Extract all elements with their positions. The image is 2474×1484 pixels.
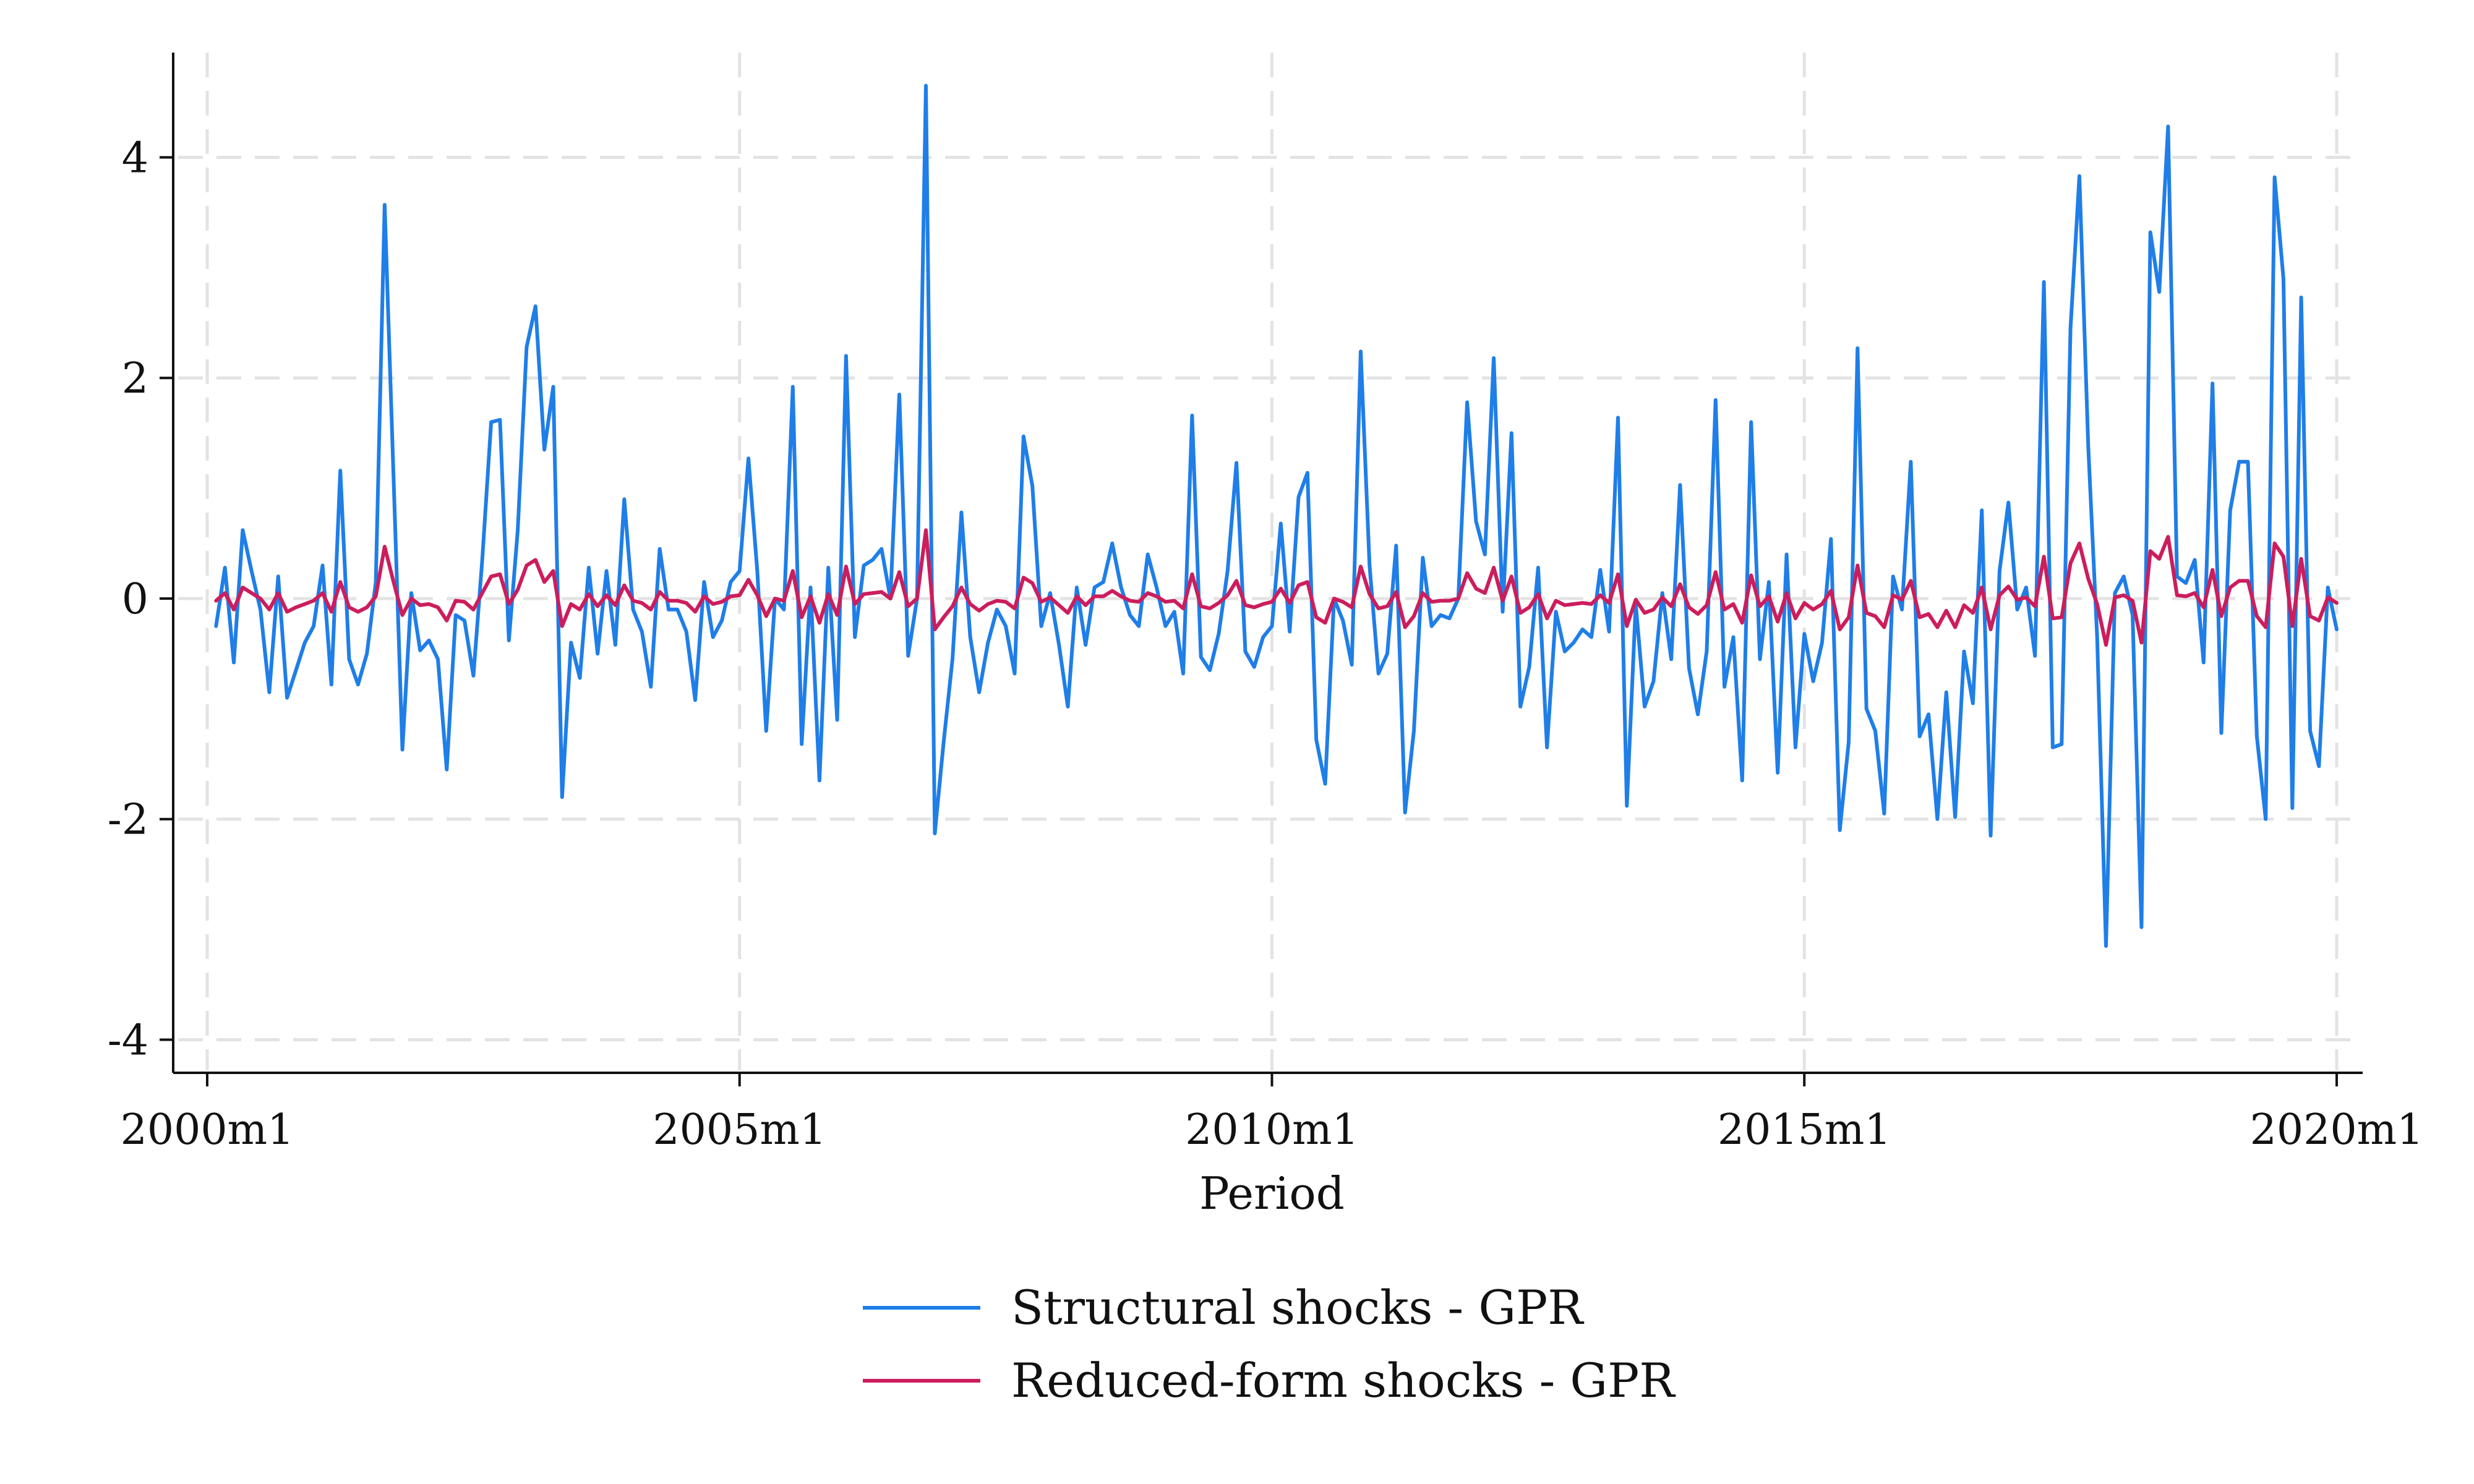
- series-line-2: [214, 528, 2339, 647]
- y-tick-label: 0: [122, 575, 148, 624]
- y-tick-label: -2: [108, 796, 148, 845]
- series-line-1: [214, 83, 2339, 948]
- y-tick-label: -4: [108, 1016, 148, 1065]
- grid-lines: [178, 53, 2363, 1070]
- x-tick-label: 2015m1: [1718, 1106, 1891, 1154]
- x-tick-label: 2010m1: [1185, 1106, 1359, 1154]
- x-tick-label: 2005m1: [653, 1106, 826, 1154]
- x-axis-title: Period: [1199, 1167, 1345, 1219]
- x-tick-label: 2020m1: [2250, 1106, 2424, 1154]
- axes: [172, 53, 2363, 1074]
- legend-label-2: Reduced-form shocks - GPR: [1011, 1353, 1676, 1408]
- y-tick-label: 4: [122, 134, 148, 182]
- legend: Structural shocks - GPR Reduced-form shoc…: [863, 1280, 1676, 1408]
- y-tick-label: 2: [122, 354, 148, 403]
- legend-label-1: Structural shocks - GPR: [1011, 1280, 1585, 1335]
- x-tick-label: 2000m1: [121, 1106, 294, 1154]
- axis-ticks: 4 2 0 -2 -4 2000m1 2005m1 2010m1 2015m1 2020m1: [108, 134, 2424, 1154]
- series-lines: [214, 83, 2339, 948]
